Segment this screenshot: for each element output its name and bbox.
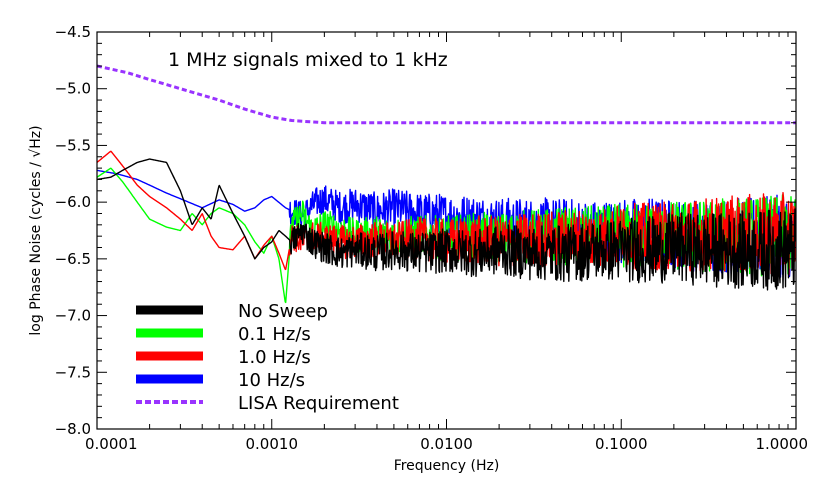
series-line-no-sweep bbox=[97, 158, 796, 291]
series-line-lisa-requirement bbox=[97, 64, 796, 125]
y-axis-title: log Phase Noise (cycles / √Hz) bbox=[28, 125, 44, 335]
legend-label: 1.0 Hz/s bbox=[238, 347, 311, 368]
legend-label: 0.1 Hz/s bbox=[238, 324, 311, 345]
x-tick-label: 1.0000 bbox=[756, 435, 809, 453]
legend-label: No Sweep bbox=[238, 301, 328, 322]
y-tick-label: −7.5 bbox=[55, 363, 91, 381]
x-tick-label: 0.0100 bbox=[420, 435, 473, 453]
y-tick-label: −8.0 bbox=[55, 420, 91, 438]
ticks-layer: 0.0001 0.0010 0.0100 0.1000 1.0000 −8.0 −7.5 −7… bbox=[55, 23, 808, 453]
x-tick-label: 0.0001 bbox=[85, 435, 138, 453]
x-tick-label: 0.0010 bbox=[246, 435, 299, 453]
series-layer bbox=[97, 64, 796, 304]
x-axis-title: Frequency (Hz) bbox=[394, 458, 500, 474]
x-tick-label: 0.1000 bbox=[595, 435, 648, 453]
y-tick-label: −6.0 bbox=[55, 193, 91, 211]
y-tick-label: −5.0 bbox=[55, 80, 91, 98]
y-tick-label: −4.5 bbox=[55, 23, 91, 41]
chart-annotation: 1 MHz signals mixed to 1 kHz bbox=[168, 49, 448, 71]
legend-label: LISA Requirement bbox=[238, 393, 399, 414]
legend-label: 10 Hz/s bbox=[238, 370, 305, 391]
y-tick-label: −5.5 bbox=[55, 136, 91, 154]
y-tick-label: −7.0 bbox=[55, 307, 91, 325]
y-tick-label: −6.5 bbox=[55, 250, 91, 268]
